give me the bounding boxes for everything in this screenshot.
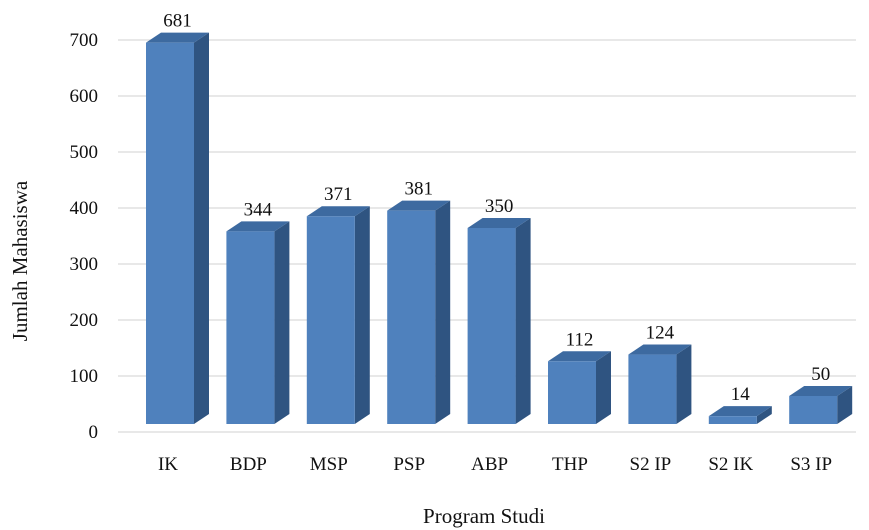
- data-label-S2 IP: 124: [646, 323, 675, 344]
- x-axis-title: Program Studi: [423, 504, 545, 528]
- x-tick-label-PSP: PSP: [393, 454, 425, 475]
- x-tick-label-S2 IP: S2 IP: [630, 454, 672, 475]
- data-label-ABP: 350: [485, 196, 514, 217]
- bar-BDP: [226, 221, 290, 424]
- bar-front: [146, 42, 194, 424]
- data-label-PSP: 381: [404, 179, 433, 200]
- bar-top: [467, 218, 531, 228]
- data-label-THP: 112: [566, 329, 594, 350]
- bar-side: [837, 386, 853, 424]
- bar-top: [306, 206, 370, 217]
- bar-PSP: [387, 200, 451, 424]
- bar-top: [628, 344, 692, 355]
- bar-side: [194, 32, 209, 424]
- bar-S3 IP: [789, 386, 853, 424]
- bar-front: [467, 228, 516, 424]
- y-axis-title: Jumlah Mahasiswa: [8, 180, 32, 341]
- bar-MSP: [306, 206, 370, 424]
- data-label-BDP: 344: [244, 199, 273, 220]
- bar-IK: [146, 32, 209, 424]
- bar-top: [708, 406, 772, 417]
- y-tick-label: 300: [70, 254, 99, 275]
- x-axis-categories: IK BDP MSP PSP ABP THP S2 IP S2 IK S3 IP: [158, 454, 832, 475]
- y-tick-label: 100: [70, 366, 99, 387]
- data-label-IK: 681: [163, 11, 192, 32]
- bar-front: [789, 396, 838, 424]
- bar-top: [146, 32, 209, 43]
- bar-side: [515, 218, 531, 424]
- bar-side: [676, 344, 692, 424]
- y-axis-ticks: 0 100 200 300 400 500 600 700: [70, 30, 99, 443]
- x-tick-label-ABP: ABP: [471, 454, 508, 475]
- y-tick-label: 500: [70, 142, 99, 163]
- x-tick-label-S2 IK: S2 IK: [708, 454, 753, 475]
- y-tick-label: 0: [89, 422, 99, 443]
- data-labels: 681 344 371 381 350 112 124 14 50: [163, 11, 830, 406]
- bar-front: [628, 354, 677, 424]
- bars: [146, 32, 853, 424]
- bar-top: [548, 351, 611, 362]
- bar-top: [789, 386, 853, 396]
- bar-S2 IK: [708, 406, 772, 424]
- bar-S2 IP: [628, 344, 692, 424]
- bar-side: [274, 221, 290, 424]
- bar-side: [756, 406, 772, 424]
- bar-front: [708, 416, 757, 424]
- bar-side: [354, 206, 370, 424]
- y-tick-label: 600: [70, 86, 99, 107]
- bar-front: [306, 216, 355, 424]
- x-tick-label-S3 IP: S3 IP: [790, 454, 832, 475]
- y-tick-label: 200: [70, 310, 99, 331]
- bar-front: [226, 231, 275, 424]
- data-label-MSP: 371: [324, 184, 353, 205]
- bar-side: [435, 200, 451, 424]
- x-tick-label-BDP: BDP: [230, 454, 267, 475]
- x-tick-label-MSP: MSP: [310, 454, 348, 475]
- bar-top: [387, 200, 451, 211]
- data-label-S2 IK: 14: [731, 384, 751, 405]
- data-label-S3 IP: 50: [811, 364, 830, 385]
- bar-ABP: [467, 218, 531, 424]
- x-tick-label-THP: THP: [552, 454, 588, 475]
- y-tick-label: 700: [70, 30, 99, 51]
- bar-side: [596, 351, 611, 424]
- bar-top: [226, 221, 290, 232]
- y-tick-label: 400: [70, 198, 99, 219]
- bar-THP: [548, 351, 611, 424]
- bar-front: [548, 361, 596, 424]
- x-tick-label-IK: IK: [158, 454, 178, 475]
- bar-front: [387, 210, 436, 424]
